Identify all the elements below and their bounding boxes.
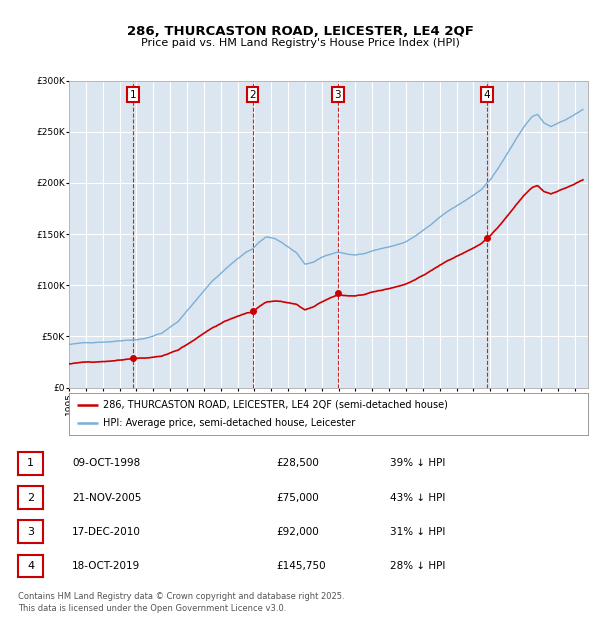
- Text: 4: 4: [484, 90, 490, 100]
- Text: 1: 1: [130, 90, 136, 100]
- Text: 2: 2: [249, 90, 256, 100]
- Text: 09-OCT-1998: 09-OCT-1998: [72, 458, 140, 469]
- Text: £75,000: £75,000: [276, 492, 319, 503]
- Text: 2: 2: [27, 492, 34, 503]
- Text: 3: 3: [27, 526, 34, 537]
- Text: 286, THURCASTON ROAD, LEICESTER, LE4 2QF: 286, THURCASTON ROAD, LEICESTER, LE4 2QF: [127, 25, 473, 38]
- Text: 39% ↓ HPI: 39% ↓ HPI: [390, 458, 445, 469]
- Text: Contains HM Land Registry data © Crown copyright and database right 2025.
This d: Contains HM Land Registry data © Crown c…: [18, 591, 344, 613]
- Text: 31% ↓ HPI: 31% ↓ HPI: [390, 526, 445, 537]
- Text: 18-OCT-2019: 18-OCT-2019: [72, 560, 140, 571]
- Text: £92,000: £92,000: [276, 526, 319, 537]
- Text: 286, THURCASTON ROAD, LEICESTER, LE4 2QF (semi-detached house): 286, THURCASTON ROAD, LEICESTER, LE4 2QF…: [103, 400, 448, 410]
- Text: Price paid vs. HM Land Registry's House Price Index (HPI): Price paid vs. HM Land Registry's House …: [140, 38, 460, 48]
- Text: 21-NOV-2005: 21-NOV-2005: [72, 492, 142, 503]
- Text: £28,500: £28,500: [276, 458, 319, 469]
- Text: £145,750: £145,750: [276, 560, 326, 571]
- Text: 1: 1: [27, 458, 34, 469]
- Text: 17-DEC-2010: 17-DEC-2010: [72, 526, 141, 537]
- Text: 4: 4: [27, 560, 34, 571]
- Text: 28% ↓ HPI: 28% ↓ HPI: [390, 560, 445, 571]
- Text: HPI: Average price, semi-detached house, Leicester: HPI: Average price, semi-detached house,…: [103, 418, 355, 428]
- Text: 3: 3: [335, 90, 341, 100]
- Text: 43% ↓ HPI: 43% ↓ HPI: [390, 492, 445, 503]
